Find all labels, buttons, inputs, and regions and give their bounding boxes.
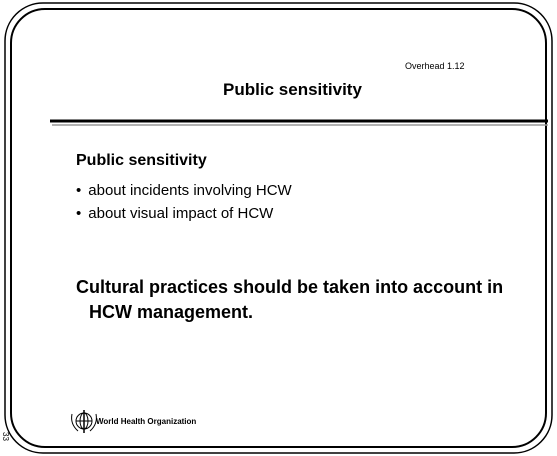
overhead-label: Overhead 1.12 (405, 61, 465, 71)
page-number: 33 (0, 432, 10, 441)
inner-border (10, 8, 547, 448)
organization: World Health Organization (96, 417, 197, 426)
bullet: about incidents involving HCW (76, 182, 291, 199)
statement: Cultural practices should be taken into … (76, 277, 504, 322)
heading: Public sensitivity (76, 152, 207, 169)
who-logo (71, 410, 97, 433)
bullet: about visual impact of HCW (76, 205, 273, 222)
outer-border (4, 2, 553, 454)
slide-title: Public sensitivity (223, 80, 362, 99)
